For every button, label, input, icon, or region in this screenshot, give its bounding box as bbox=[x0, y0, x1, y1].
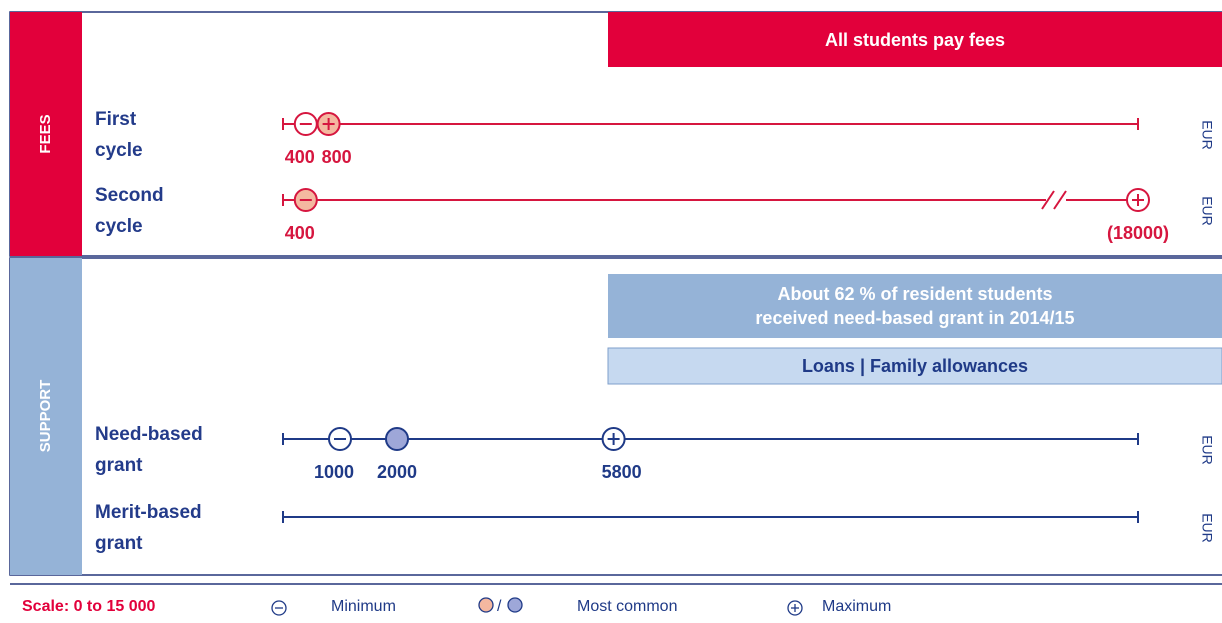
support-title: SUPPORT bbox=[37, 380, 54, 453]
legend-common-icon bbox=[507, 597, 523, 613]
unit-label: EUR bbox=[1199, 196, 1215, 226]
row-label: Need-based bbox=[95, 424, 203, 445]
value-label: 1000 bbox=[314, 462, 354, 482]
support-banner bbox=[608, 274, 1222, 338]
value-label: 800 bbox=[322, 147, 352, 167]
axis-break bbox=[1053, 190, 1067, 210]
common-marker bbox=[385, 427, 409, 451]
unit-label: EUR bbox=[1199, 120, 1215, 150]
support-banner-text: About 62 % of resident students bbox=[777, 284, 1052, 304]
support-band bbox=[10, 258, 82, 575]
fees-banner-text: All students pay fees bbox=[825, 30, 1005, 50]
unit-label: EUR bbox=[1199, 513, 1215, 543]
fees-banner bbox=[608, 12, 1222, 67]
row-label: Second bbox=[95, 185, 164, 206]
support-banner bbox=[607, 347, 1222, 385]
unit-label: EUR bbox=[1199, 435, 1215, 465]
row-label: First bbox=[95, 109, 137, 130]
legend-max: Maximum bbox=[822, 598, 891, 615]
row-label: cycle bbox=[95, 140, 143, 161]
value-label: 400 bbox=[285, 147, 315, 167]
value-label: 5800 bbox=[602, 462, 642, 482]
legend-separator: / bbox=[497, 598, 502, 615]
value-label: (18000) bbox=[1107, 223, 1169, 243]
support-banner-text: Loans | Family allowances bbox=[802, 356, 1028, 376]
support-banner-text: received need-based grant in 2014/15 bbox=[755, 308, 1074, 328]
axis-break bbox=[1041, 190, 1055, 210]
value-label: 2000 bbox=[377, 462, 417, 482]
legend-min: Minimum bbox=[331, 598, 396, 615]
row-label: cycle bbox=[95, 216, 143, 237]
value-label: 400 bbox=[285, 223, 315, 243]
fees-band bbox=[10, 12, 82, 256]
fees-title: FEES bbox=[37, 114, 54, 153]
legend-scale: Scale: 0 to 15 000 bbox=[22, 598, 156, 615]
legend-common: Most common bbox=[577, 598, 677, 615]
row-label: grant bbox=[95, 533, 143, 554]
row-label: Merit-based bbox=[95, 502, 202, 523]
row-label: grant bbox=[95, 455, 143, 476]
legend-common-icon bbox=[478, 597, 494, 613]
